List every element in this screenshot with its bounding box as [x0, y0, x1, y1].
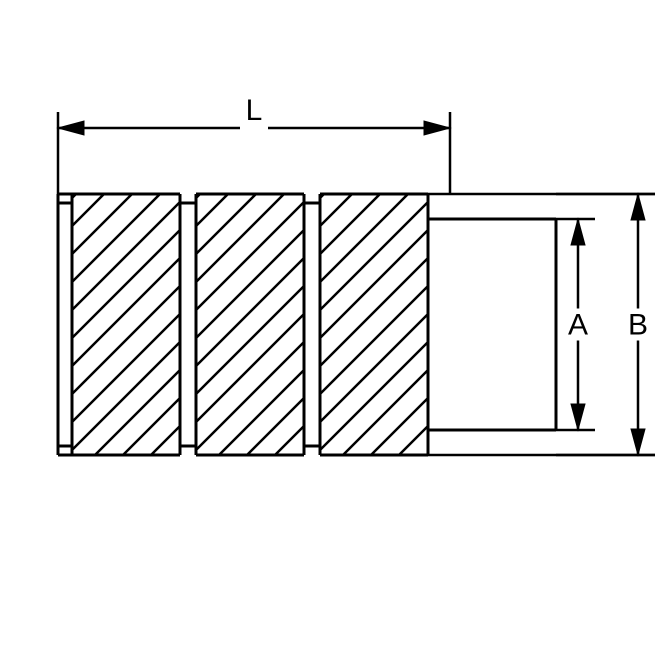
technical-diagram: L A B [0, 0, 670, 670]
dim-label-B: B [628, 309, 648, 342]
dim-label-L: L [246, 94, 263, 127]
dim-label-A: A [568, 309, 588, 342]
